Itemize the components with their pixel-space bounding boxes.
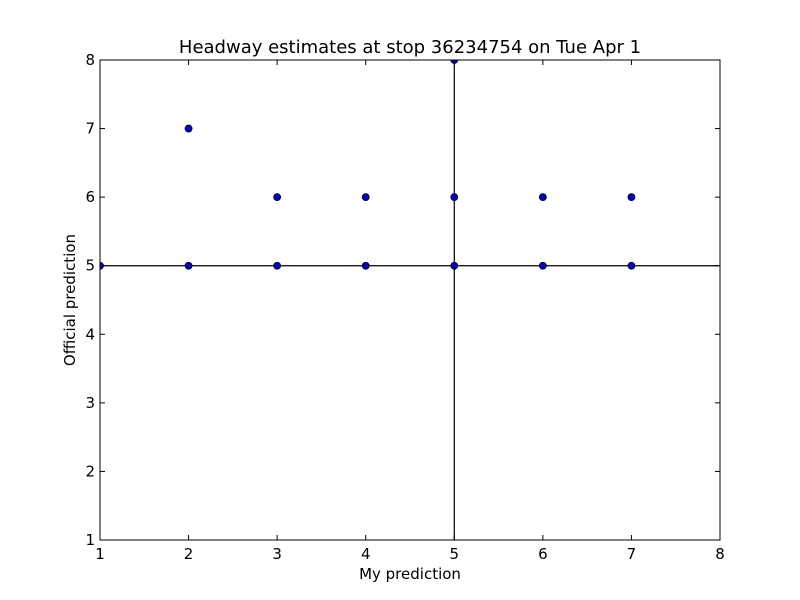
y-tick-label: 5 <box>85 257 95 275</box>
chart-title: Headway estimates at stop 36234754 on Tu… <box>179 37 641 58</box>
plot-frame <box>99 59 721 541</box>
data-points <box>100 60 636 270</box>
data-point <box>184 261 193 270</box>
data-point <box>627 261 636 270</box>
y-tick-label: 4 <box>85 325 95 343</box>
y-tick-label: 3 <box>85 394 95 412</box>
axis-ticks <box>99 59 721 541</box>
x-tick-label: 4 <box>361 545 371 563</box>
tick-labels: 1 2 3 4 5 6 7 8 1 2 3 4 5 6 7 8 <box>85 51 724 563</box>
x-tick-label: 3 <box>272 545 282 563</box>
data-point <box>450 193 459 202</box>
x-tick-label: 8 <box>715 545 725 563</box>
data-point <box>273 261 282 270</box>
x-tick-label: 2 <box>184 545 194 563</box>
data-point <box>450 261 459 270</box>
data-point <box>450 60 459 64</box>
y-tick-label: 7 <box>85 120 95 138</box>
x-tick-label: 6 <box>538 545 548 563</box>
x-axis-label: My prediction <box>359 565 461 583</box>
y-axis-label: Official prediction <box>61 234 79 366</box>
reference-lines <box>100 60 720 540</box>
y-tick-label: 1 <box>85 531 95 549</box>
data-point <box>538 261 547 270</box>
data-point <box>184 124 193 133</box>
data-point <box>361 261 370 270</box>
x-tick-label: 5 <box>450 545 460 563</box>
y-tick-label: 8 <box>85 51 95 69</box>
x-tick-label: 1 <box>95 545 105 563</box>
y-tick-label: 2 <box>85 462 95 480</box>
data-point <box>627 193 636 202</box>
x-tick-label: 7 <box>627 545 637 563</box>
data-point <box>273 193 282 202</box>
y-tick-label: 6 <box>85 188 95 206</box>
data-point <box>100 261 104 270</box>
data-point <box>361 193 370 202</box>
data-point <box>538 193 547 202</box>
